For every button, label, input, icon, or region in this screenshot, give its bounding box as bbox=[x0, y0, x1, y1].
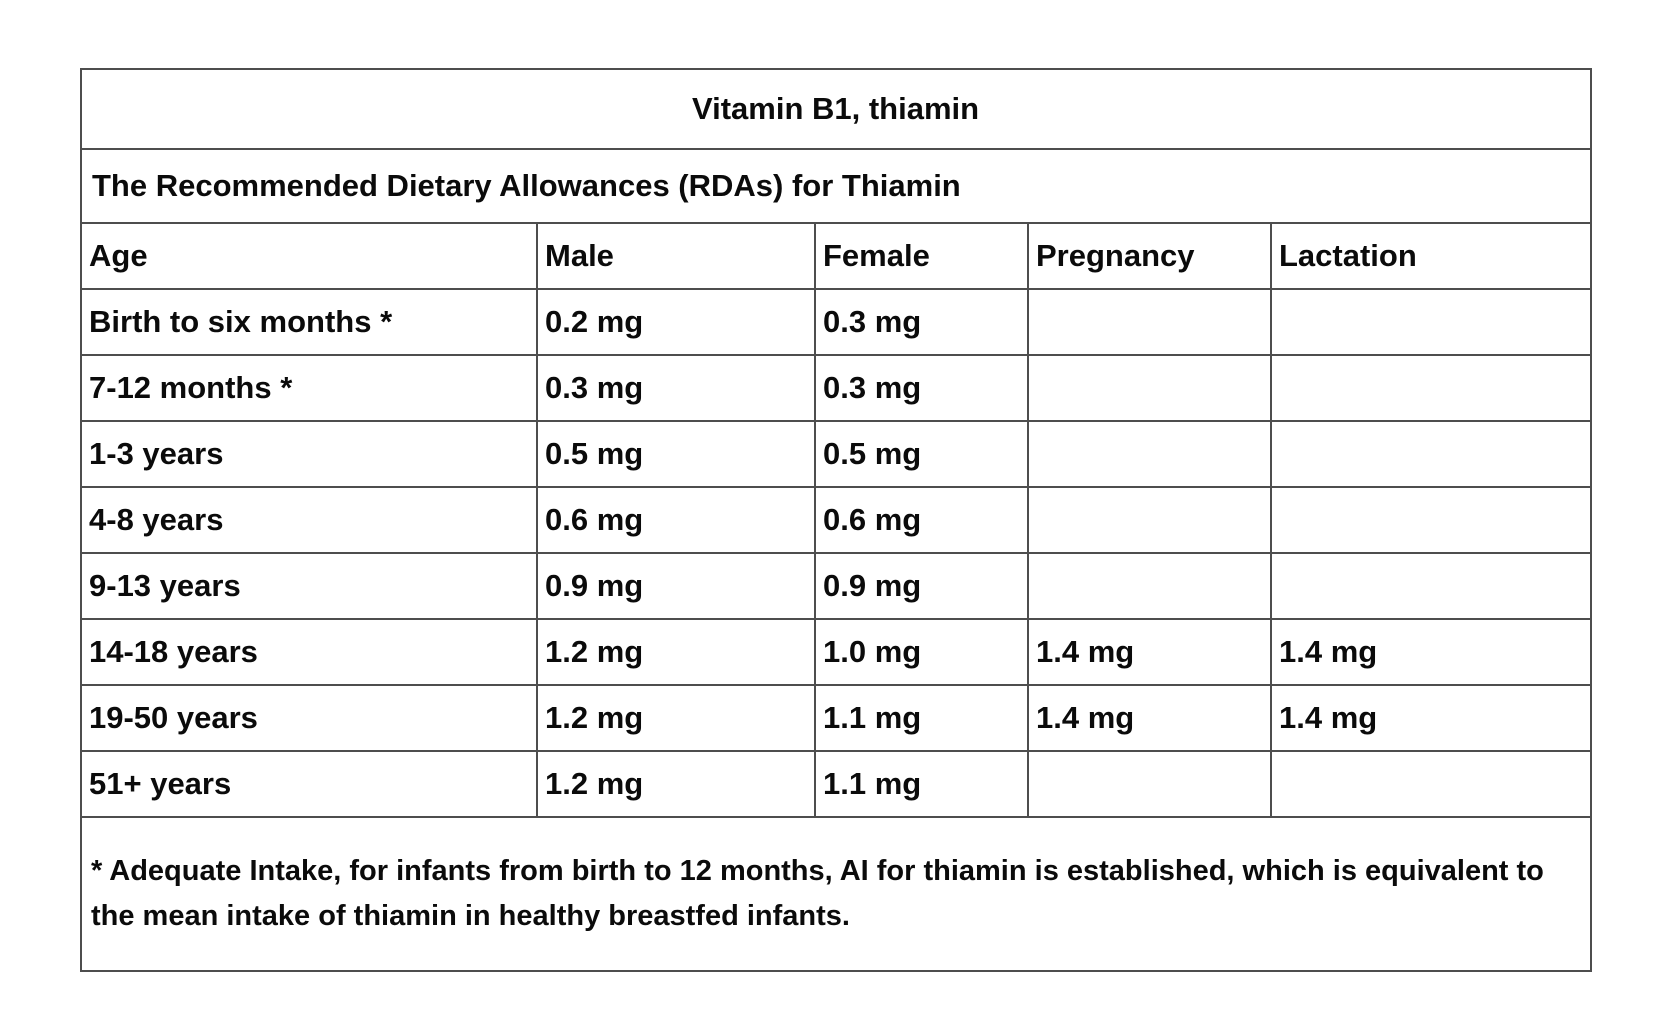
cell-female: 0.3 mg bbox=[814, 288, 1029, 356]
cell-pregnancy bbox=[1027, 552, 1272, 620]
subtitle-row: The Recommended Dietary Allowances (RDAs… bbox=[79, 148, 1593, 224]
table-row: 14-18 years 1.2 mg 1.0 mg 1.4 mg 1.4 mg bbox=[80, 618, 1593, 686]
cell-male: 0.6 mg bbox=[536, 486, 816, 554]
cell-lactation bbox=[1269, 420, 1593, 488]
cell-lactation bbox=[1269, 354, 1593, 422]
cell-male: 1.2 mg bbox=[536, 684, 816, 752]
cell-age: 4-8 years bbox=[80, 486, 538, 554]
cell-lactation bbox=[1269, 486, 1593, 554]
cell-pregnancy bbox=[1027, 486, 1272, 554]
table-subtitle: The Recommended Dietary Allowances (RDAs… bbox=[79, 148, 1593, 224]
cell-pregnancy bbox=[1027, 420, 1272, 488]
cell-female: 0.5 mg bbox=[814, 420, 1029, 488]
cell-lactation: 1.4 mg bbox=[1269, 684, 1593, 752]
cell-pregnancy bbox=[1027, 288, 1272, 356]
header-row: Age Male Female Pregnancy Lactation bbox=[80, 222, 1593, 290]
cell-male: 0.2 mg bbox=[536, 288, 816, 356]
title-row: Vitamin B1, thiamin bbox=[79, 68, 1593, 150]
cell-pregnancy: 1.4 mg bbox=[1027, 684, 1272, 752]
table-row: 19-50 years 1.2 mg 1.1 mg 1.4 mg 1.4 mg bbox=[80, 684, 1593, 752]
cell-male: 0.5 mg bbox=[536, 420, 816, 488]
table-row: 1-3 years 0.5 mg 0.5 mg bbox=[80, 420, 1593, 488]
cell-age: 9-13 years bbox=[80, 552, 538, 620]
cell-female: 1.1 mg bbox=[814, 750, 1029, 818]
cell-age: 14-18 years bbox=[80, 618, 538, 686]
cell-age: 19-50 years bbox=[80, 684, 538, 752]
column-header-male: Male bbox=[536, 222, 816, 290]
cell-male: 1.2 mg bbox=[536, 618, 816, 686]
cell-age: 51+ years bbox=[80, 750, 538, 818]
cell-male: 0.3 mg bbox=[536, 354, 816, 422]
cell-age: Birth to six months * bbox=[80, 288, 538, 356]
cell-male: 1.2 mg bbox=[536, 750, 816, 818]
rda-table: Vitamin B1, thiamin The Recommended Diet… bbox=[79, 68, 1593, 972]
table-title: Vitamin B1, thiamin bbox=[79, 68, 1593, 150]
cell-female: 1.1 mg bbox=[814, 684, 1029, 752]
cell-pregnancy bbox=[1027, 750, 1272, 818]
table-row: 9-13 years 0.9 mg 0.9 mg bbox=[80, 552, 1593, 620]
cell-lactation bbox=[1269, 552, 1593, 620]
cell-male: 0.9 mg bbox=[536, 552, 816, 620]
cell-lactation bbox=[1269, 288, 1593, 356]
cell-age: 7-12 months * bbox=[80, 354, 538, 422]
cell-female: 0.3 mg bbox=[814, 354, 1029, 422]
cell-female: 1.0 mg bbox=[814, 618, 1029, 686]
footnote: * Adequate Intake, for infants from birt… bbox=[79, 816, 1593, 972]
column-header-lactation: Lactation bbox=[1269, 222, 1593, 290]
table-row: 51+ years 1.2 mg 1.1 mg bbox=[80, 750, 1593, 818]
column-header-female: Female bbox=[814, 222, 1029, 290]
cell-lactation bbox=[1269, 750, 1593, 818]
cell-lactation: 1.4 mg bbox=[1269, 618, 1593, 686]
cell-pregnancy: 1.4 mg bbox=[1027, 618, 1272, 686]
table-row: 4-8 years 0.6 mg 0.6 mg bbox=[80, 486, 1593, 554]
cell-female: 0.9 mg bbox=[814, 552, 1029, 620]
column-header-age: Age bbox=[80, 222, 538, 290]
table-row: 7-12 months * 0.3 mg 0.3 mg bbox=[80, 354, 1593, 422]
cell-age: 1-3 years bbox=[80, 420, 538, 488]
cell-pregnancy bbox=[1027, 354, 1272, 422]
table-row: Birth to six months * 0.2 mg 0.3 mg bbox=[80, 288, 1593, 356]
column-header-pregnancy: Pregnancy bbox=[1027, 222, 1272, 290]
cell-female: 0.6 mg bbox=[814, 486, 1029, 554]
footnote-row: * Adequate Intake, for infants from birt… bbox=[79, 816, 1593, 972]
